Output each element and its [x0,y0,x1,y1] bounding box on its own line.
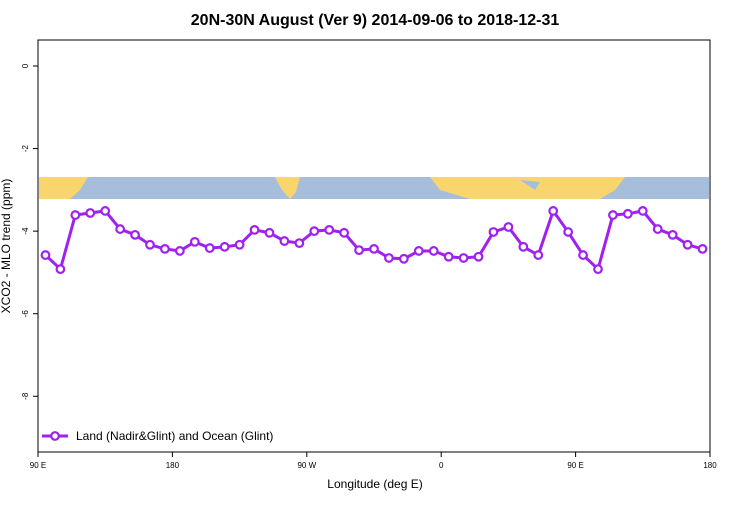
data-point [578,250,588,260]
x-tick-label: 180 [703,461,717,470]
y-tick-label: 0 [21,63,30,68]
data-point [398,253,409,264]
data-point [458,253,469,263]
data-point [130,229,140,240]
data-point [115,224,126,234]
data-point [697,243,708,254]
data-point [294,238,305,249]
data-point [369,243,379,254]
data-point [593,264,603,275]
y-tick-label: -8 [21,392,30,400]
data-line [44,207,703,272]
data-point [637,206,648,216]
data-point [473,251,484,262]
data-point [309,226,320,237]
data-point [548,206,559,216]
data-point [100,206,111,216]
data-point [682,239,693,250]
data-point [55,264,66,275]
data-point [608,210,618,220]
data-point [503,222,514,232]
data-point [428,246,439,256]
data-point [354,245,364,256]
legend-marker [50,431,60,441]
x-axis-title: Longitude (deg E) [327,477,422,491]
y-tick-label: -6 [21,310,30,318]
data-point [234,239,245,250]
y-tick-label: -2 [21,144,30,152]
data-point [652,224,663,234]
data-point [413,246,424,256]
data-point [279,236,290,246]
data-point [667,229,678,240]
data-point [518,241,529,252]
data-point [70,210,81,220]
data-point [40,250,51,260]
data-point [384,253,394,263]
data-point [145,239,155,250]
data-point [533,250,544,260]
y-axis-title: XCO2 - MLO trend (ppm) [0,179,13,314]
data-point [174,246,185,256]
data-point [160,243,170,254]
x-tick-label: 180 [166,461,180,470]
map-strip [39,177,709,199]
data-point [85,208,96,218]
x-tick-label: 90 E [567,461,583,470]
data-point [488,227,499,237]
legend-label: Land (Nadir&Glint) and Ocean (Glint) [76,429,273,443]
x-tick-label: 90 W [297,461,316,470]
data-point [339,227,350,238]
y-tick-label: -4 [21,227,30,235]
chart-title: 20N-30N August (Ver 9) 2014-09-06 to 201… [191,12,560,29]
data-point [219,241,230,252]
data-point [324,224,335,235]
data-point [189,236,200,247]
data-point [264,227,275,238]
data-point [622,208,633,219]
x-tick-label: 90 E [30,461,46,470]
data-point [249,224,260,235]
plot-frame [37,39,711,453]
data-point [204,243,215,253]
data-point [563,227,574,237]
x-tick-label: 0 [439,461,444,470]
data-point [443,251,454,262]
